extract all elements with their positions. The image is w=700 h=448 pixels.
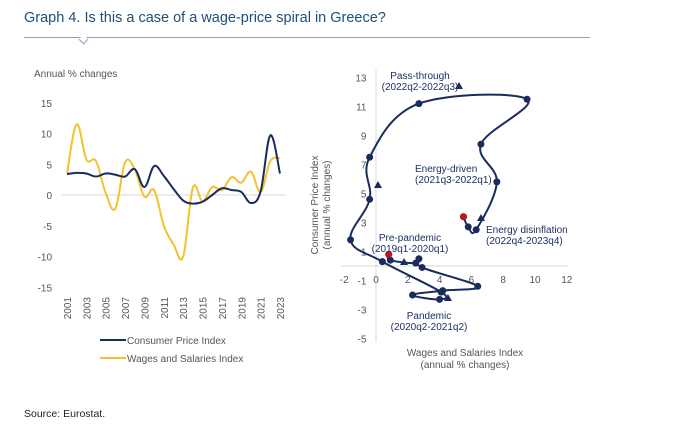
y-tick-label: 5 xyxy=(361,190,367,201)
annotation-title: Pre-pandemic xyxy=(379,233,441,244)
annotation-title: Energy disinflation xyxy=(486,225,568,236)
data-point xyxy=(493,178,501,186)
data-point xyxy=(366,153,374,161)
line-chart: Annual % changes 15 10 5 0 -5 -10 -15 2001 2003 20… xyxy=(34,69,287,365)
x-tick-label: 2005 xyxy=(102,297,113,320)
y-tick-label: 3 xyxy=(361,219,367,230)
trajectory-line xyxy=(349,93,530,301)
legend-label: Wages and Salaries Index xyxy=(127,354,243,365)
data-point xyxy=(415,255,423,263)
y-tick-label: 0 xyxy=(46,191,52,202)
annotation-title: Pandemic xyxy=(407,311,451,322)
x-tick-label: 2015 xyxy=(199,297,210,320)
data-point xyxy=(436,295,444,303)
x-tick-label: 2019 xyxy=(237,297,248,320)
x-tick-label: 2021 xyxy=(257,297,268,320)
title-divider xyxy=(24,37,590,38)
start-point-marker xyxy=(385,250,393,258)
y-axis-label-units: (annual % changes) xyxy=(322,161,333,250)
annotation-arrow-icon xyxy=(444,294,452,301)
y-tick-label: 9 xyxy=(361,132,367,143)
y-tick-label: 13 xyxy=(355,74,367,85)
y-axis-label: Annual % changes xyxy=(34,69,117,80)
x-tick-label: 6 xyxy=(469,275,475,286)
annotation-arrow-icon xyxy=(374,181,382,188)
y-tick-label: 15 xyxy=(41,99,53,110)
data-point xyxy=(347,236,355,244)
data-point xyxy=(464,223,472,231)
data-point xyxy=(386,256,394,264)
annotation-period: (2020q2-2021q2) xyxy=(391,322,468,333)
x-tick-label: 2017 xyxy=(218,297,229,320)
x-tick-label: 2007 xyxy=(121,297,132,320)
data-point xyxy=(378,258,386,266)
y-tick-label: 11 xyxy=(356,103,367,114)
source-note: Source: Eurostat. xyxy=(24,408,106,420)
y-tick-label: -1 xyxy=(358,277,367,288)
annotation-period: (2022q2-2022q3) xyxy=(382,82,459,93)
annotation-title: Pass-through xyxy=(390,71,449,82)
data-point xyxy=(477,140,485,148)
y-axis-label: Consumer Price Index xyxy=(310,156,321,255)
x-tick-label: 8 xyxy=(500,275,506,286)
x-tick-label: 2013 xyxy=(179,297,190,320)
x-tick-label: 2009 xyxy=(140,297,151,320)
data-point xyxy=(415,100,423,108)
x-tick-label: -2 xyxy=(340,275,349,286)
y-tick-label: 7 xyxy=(361,161,367,172)
x-axis-label-units: (annual % changes) xyxy=(421,360,510,371)
data-point xyxy=(437,288,445,296)
x-tick-label: 0 xyxy=(373,275,379,286)
start-point-marker xyxy=(459,213,467,221)
data-point xyxy=(409,291,417,299)
x-tick-label: 2 xyxy=(405,275,411,286)
y-tick-label: 10 xyxy=(41,130,53,141)
x-tick-label: 2003 xyxy=(82,297,93,320)
y-tick-label: -3 xyxy=(358,306,367,317)
annotation-title: Energy-driven xyxy=(415,164,477,175)
annotation-period: (2019q1-2020q1) xyxy=(372,244,449,255)
data-point xyxy=(523,95,531,103)
y-tick-label: -15 xyxy=(38,283,53,294)
annotation-arrow-icon xyxy=(400,258,408,265)
data-point xyxy=(366,195,374,203)
wages-series-line xyxy=(66,123,281,261)
x-tick-label: 4 xyxy=(437,275,443,286)
y-tick-label: -5 xyxy=(358,335,367,346)
x-tick-label: 10 xyxy=(529,275,541,286)
x-tick-label: 2011 xyxy=(160,297,171,319)
data-point xyxy=(472,226,480,234)
graph-title: Graph 4. Is this a case of a wage-price … xyxy=(24,10,386,26)
x-tick-label: 2023 xyxy=(276,297,287,320)
data-point xyxy=(418,263,426,271)
data-point xyxy=(474,282,482,290)
x-axis-label: Wages and Salaries Index xyxy=(407,348,523,359)
legend-label: Consumer Price Index xyxy=(127,336,226,347)
annotation-arrow-icon xyxy=(477,214,485,221)
annotation-arrow-icon xyxy=(455,82,463,89)
annotation-period: (2021q3-2022q1) xyxy=(415,175,492,186)
annotation-period: (2022q4-2023q4) xyxy=(486,236,563,247)
y-tick-label: -10 xyxy=(38,253,53,264)
y-tick-label: -5 xyxy=(43,222,52,233)
x-tick-label: 12 xyxy=(561,275,573,286)
x-tick-label: 2001 xyxy=(63,297,74,320)
y-tick-label: 5 xyxy=(46,160,52,171)
